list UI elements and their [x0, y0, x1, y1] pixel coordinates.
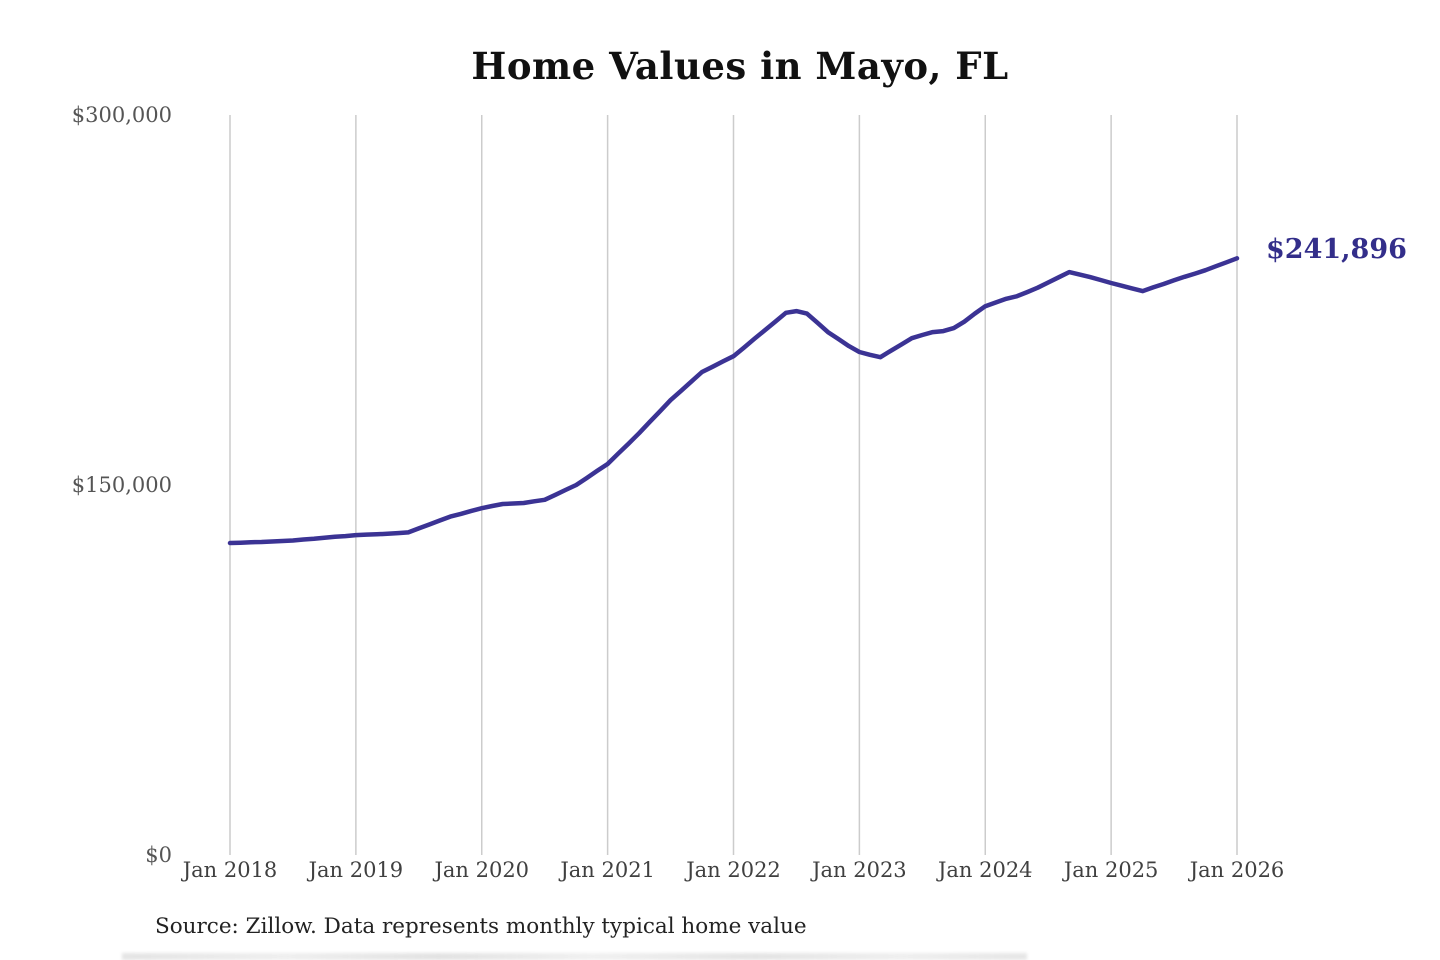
chart-title: Home Values in Mayo, FL	[471, 44, 1009, 88]
y-axis-tick-label: $0	[145, 843, 172, 867]
y-axis-tick-label: $150,000	[71, 473, 172, 497]
x-axis-tick-label: Jan 2022	[686, 858, 781, 882]
x-axis-tick-label: Jan 2020	[434, 858, 530, 882]
y-axis-tick-label: $300,000	[71, 103, 172, 127]
cropped-text-row	[122, 953, 1027, 960]
x-axis-tick-label: Jan 2023	[812, 858, 907, 882]
end-value-label: $241,896	[1266, 234, 1407, 265]
x-axis-tick-label: Jan 2026	[1189, 858, 1285, 882]
x-axis-tick-label: Jan 2019	[308, 858, 404, 882]
vertical-gridlines	[229, 115, 1238, 855]
x-axis-tick-label: Jan 2018	[182, 858, 278, 882]
source-note: Source: Zillow. Data represents monthly …	[155, 914, 807, 939]
home-value-line	[227, 256, 1240, 546]
x-axis-tick-label: Jan 2024	[937, 858, 1033, 882]
x-axis-tick-label: Jan 2021	[560, 858, 655, 882]
x-axis-tick-label: Jan 2025	[1063, 858, 1159, 882]
